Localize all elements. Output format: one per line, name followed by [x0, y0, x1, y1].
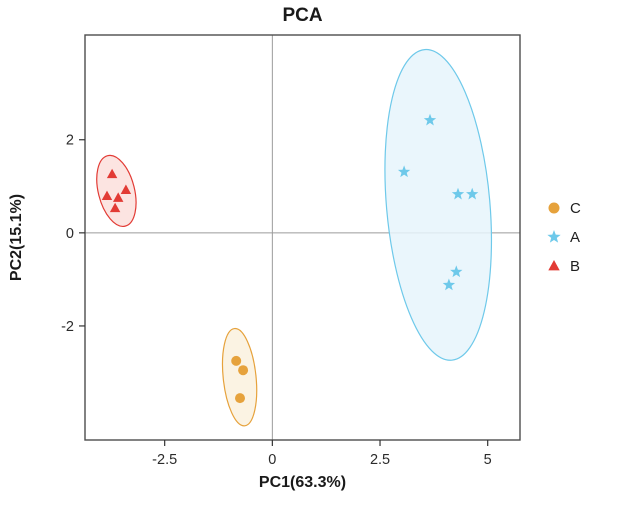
data-point-star	[451, 187, 465, 200]
data-point-triangle	[548, 260, 560, 271]
legend-item-A: A	[547, 229, 580, 246]
series-B	[101, 168, 132, 213]
data-point-circle	[548, 202, 560, 214]
legend-item-C: C	[548, 200, 581, 217]
confidence-ellipse-C	[221, 327, 258, 427]
chart-title: PCA	[282, 5, 322, 26]
data-point-circle	[238, 365, 249, 376]
panel-border	[84, 34, 521, 441]
x-tick-label: -2.5	[152, 452, 177, 468]
legend: CAB	[547, 200, 581, 275]
data-point-triangle	[120, 184, 132, 194]
plot-area	[84, 34, 521, 441]
y-tick-label: -2	[61, 319, 74, 335]
confidence-ellipse-A	[384, 48, 493, 361]
data-point-star	[466, 187, 479, 200]
series-A	[397, 113, 479, 291]
data-point-star	[397, 165, 411, 178]
legend-label-A: A	[570, 229, 580, 246]
x-tick-label: 2.5	[370, 452, 390, 468]
legend-label-C: C	[570, 200, 581, 217]
data-point-star	[423, 113, 437, 126]
series-C	[231, 355, 249, 404]
data-point-star	[442, 278, 456, 291]
y-tick-label: 0	[66, 226, 74, 242]
data-point-star	[450, 265, 463, 278]
x-tick-label: 5	[484, 452, 492, 468]
legend-label-B: B	[570, 258, 580, 275]
confidence-ellipse-B	[96, 154, 137, 227]
x-axis-label: PC1(63.3%)	[259, 474, 346, 491]
y-axis-label: PC2(15.1%)	[8, 194, 25, 281]
legend-item-B: B	[548, 258, 580, 275]
data-point-circle	[231, 355, 242, 366]
data-point-triangle	[109, 202, 121, 213]
data-point-triangle	[101, 190, 113, 201]
data-point-star	[547, 230, 561, 243]
axes: -2.5 0 2.5 5 -2 0 2	[61, 133, 492, 468]
x-tick-label: 0	[268, 452, 276, 468]
y-tick-label: 2	[66, 133, 74, 149]
data-point-triangle	[106, 168, 118, 179]
data-point-triangle	[112, 192, 124, 202]
data-point-circle	[235, 393, 245, 404]
